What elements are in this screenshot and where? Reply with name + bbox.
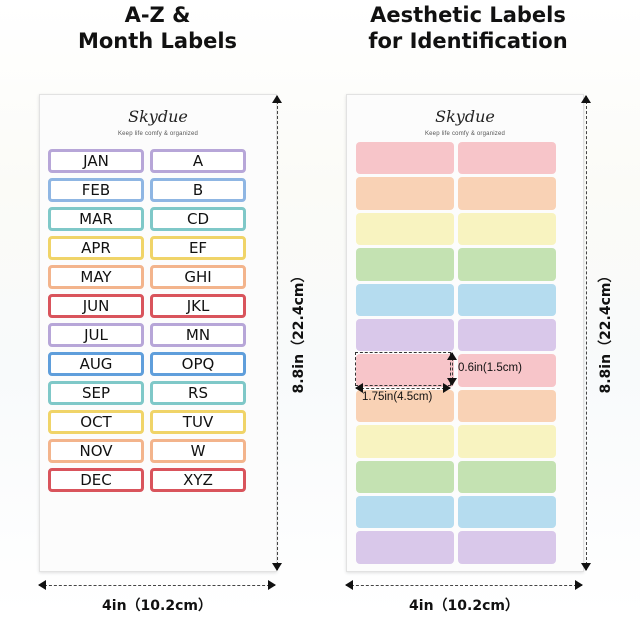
- heading-line-1: Aesthetic Labels: [370, 3, 566, 27]
- month-label: JUL: [48, 323, 144, 347]
- month-label: APR: [48, 236, 144, 260]
- width-dimension-arrow: [345, 580, 583, 590]
- height-dimension-label: 8.8in（22.4cm）: [598, 268, 614, 394]
- height-dimension-label: 8.8in（22.4cm）: [291, 268, 307, 394]
- letter-label: EF: [150, 236, 246, 260]
- month-label: NOV: [48, 439, 144, 463]
- heading-aesthetic-labels: Aesthetic Labels for Identification: [318, 2, 618, 54]
- letter-label: W: [150, 439, 246, 463]
- color-label-swatch: [458, 354, 556, 387]
- label-sheet-month: Skydue Keep life comfy & organized JAN A F…: [39, 94, 277, 572]
- color-label-swatch: [458, 283, 556, 316]
- color-label-swatch: [458, 248, 556, 281]
- sample-width-label: 1.75in(4.5cm): [362, 391, 433, 403]
- heading-month-labels: A-Z & Month Labels: [20, 2, 295, 54]
- letter-label: OPQ: [150, 352, 246, 376]
- label-sheet-color: Skydue Keep life comfy & organized: [346, 94, 584, 572]
- sample-label-outline: [355, 352, 451, 386]
- color-label-swatch: [356, 495, 454, 529]
- color-label-swatch: [356, 425, 454, 458]
- color-label-swatch: [458, 425, 556, 458]
- sample-height-arrow: [447, 352, 457, 386]
- letter-label: XYZ: [150, 468, 246, 492]
- brand-tagline: Keep life comfy & organized: [117, 131, 199, 137]
- brand-logo: Skydue: [435, 107, 495, 126]
- color-label-swatch: [458, 212, 556, 246]
- label-grid: JAN A FEB B MAR CD APR EF MAY GHI JUN JKL JUL MN AUG OP…: [48, 149, 268, 492]
- width-dimension-label: 4in（10.2cm）: [409, 598, 519, 614]
- month-label: AUG: [48, 352, 144, 376]
- color-swatch-grid: [356, 142, 574, 564]
- color-label-swatch: [356, 531, 454, 564]
- sample-height-label: 0.6in(1.5cm): [458, 362, 522, 374]
- month-label: SEP: [48, 381, 144, 405]
- height-dimension-arrow: [272, 95, 282, 571]
- letter-label: MN: [150, 323, 246, 347]
- color-label-swatch: [356, 318, 454, 352]
- sample-width-arrow: [355, 383, 451, 393]
- month-label: OCT: [48, 410, 144, 434]
- color-label-swatch: [356, 283, 454, 316]
- height-dimension-arrow: [581, 95, 591, 571]
- color-label-swatch: [356, 354, 454, 387]
- heading-line-2: for Identification: [368, 29, 568, 53]
- color-label-swatch: [458, 177, 556, 210]
- color-label-swatch: [458, 495, 556, 529]
- heading-line-1: A-Z &: [124, 3, 191, 27]
- color-label-swatch: [356, 389, 454, 423]
- color-label-swatch: [458, 389, 556, 423]
- month-label: JUN: [48, 294, 144, 318]
- color-label-swatch: [458, 318, 556, 352]
- month-label: DEC: [48, 468, 144, 492]
- brand-tagline: Keep life comfy & organized: [424, 131, 506, 137]
- letter-label: B: [150, 178, 246, 202]
- letter-label: TUV: [150, 410, 246, 434]
- color-label-swatch: [458, 531, 556, 564]
- brand-logo: Skydue: [128, 107, 188, 126]
- width-dimension-arrow: [38, 580, 276, 590]
- month-label: MAR: [48, 207, 144, 231]
- color-label-swatch: [458, 142, 556, 175]
- letter-label: CD: [150, 207, 246, 231]
- color-label-swatch: [356, 248, 454, 281]
- width-dimension-label: 4in（10.2cm）: [102, 598, 212, 614]
- letter-label: RS: [150, 381, 246, 405]
- letter-label: GHI: [150, 265, 246, 289]
- letter-label: A: [150, 149, 246, 173]
- month-label: FEB: [48, 178, 144, 202]
- color-label-swatch: [356, 177, 454, 210]
- color-label-swatch: [356, 142, 454, 175]
- color-label-swatch: [458, 460, 556, 493]
- color-label-swatch: [356, 212, 454, 246]
- month-label: JAN: [48, 149, 144, 173]
- color-label-swatch: [356, 460, 454, 493]
- month-label: MAY: [48, 265, 144, 289]
- letter-label: JKL: [150, 294, 246, 318]
- heading-line-2: Month Labels: [77, 29, 238, 53]
